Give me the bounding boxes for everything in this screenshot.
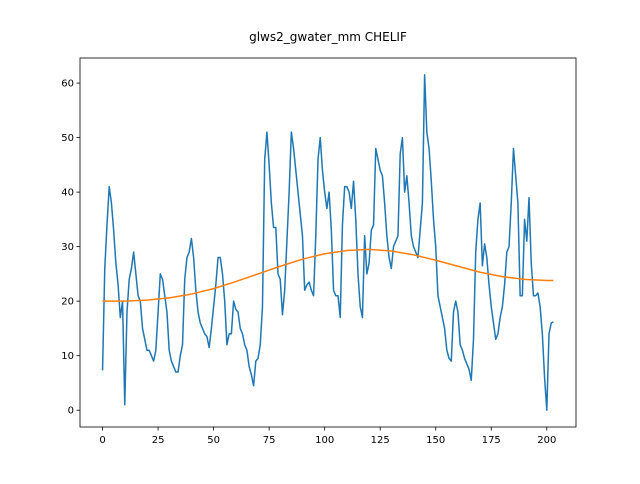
y-tick-label: 30 [61,242,74,253]
y-tick-label: 40 [61,188,74,199]
y-tick-label: 10 [61,351,74,362]
line-series [101,74,554,411]
chart-title: glws2_gwater_mm CHELIF [249,30,407,44]
x-tick-label: 75 [263,435,276,446]
x-tick-label: 175 [482,435,501,446]
y-tick-label: 0 [68,406,74,417]
y-tick-label: 60 [61,79,74,90]
y-tick-label: 50 [61,133,74,144]
x-tick-label: 150 [426,435,445,446]
line-series [102,248,554,302]
x-tick-label: 25 [152,435,165,446]
x-tick-label: 125 [371,435,390,446]
x-tick-label: 50 [207,435,220,446]
x-tick-label: 0 [99,435,105,446]
axes-frame [79,57,577,428]
y-tick-label: 20 [61,297,74,308]
x-tick-label: 200 [537,435,556,446]
x-tick-label: 100 [315,435,334,446]
